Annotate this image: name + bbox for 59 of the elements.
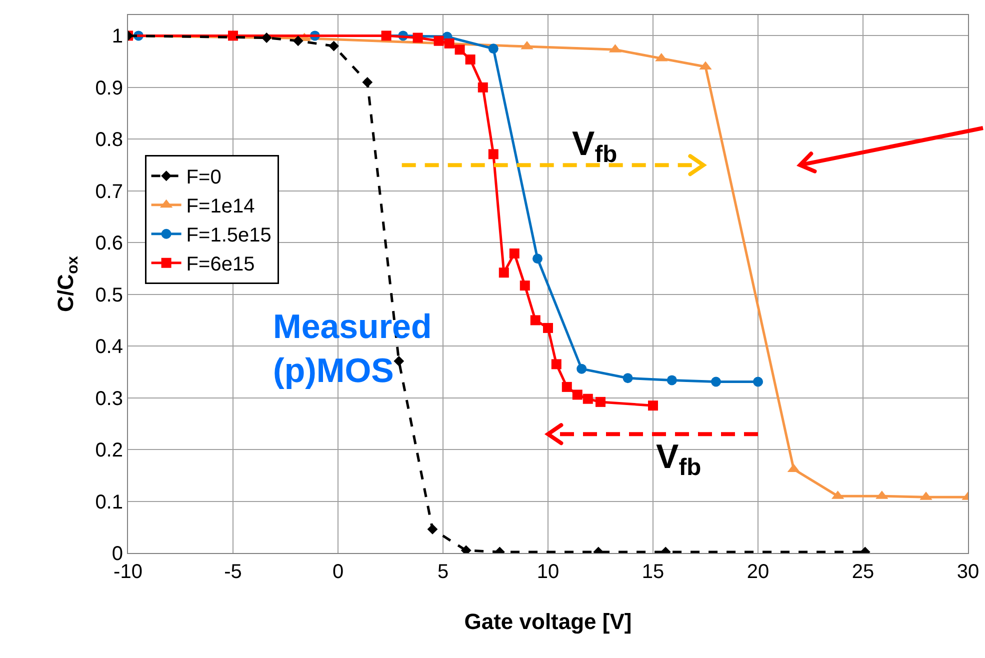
point: [412, 32, 423, 43]
point: [520, 280, 530, 291]
x-tick-label: 25: [852, 561, 874, 583]
y-tick-label: 0.6: [95, 232, 123, 255]
point: [328, 40, 339, 52]
point: [228, 30, 238, 41]
point: [648, 400, 658, 411]
y-tick-label: 0.4: [95, 336, 123, 358]
point: [488, 44, 498, 54]
point: [394, 356, 404, 366]
point: [362, 77, 373, 88]
x-tick-label: -5: [224, 561, 242, 583]
x-tick-label: 20: [746, 561, 770, 583]
point: [509, 248, 520, 258]
point: [478, 82, 488, 92]
point: [551, 359, 562, 370]
annotation: V$_{fb}$: [656, 438, 702, 482]
point: [582, 394, 593, 404]
point: [261, 32, 272, 43]
legend-label: F=6e15: [186, 254, 255, 276]
legend-label: F=1e14: [186, 196, 255, 218]
point: [498, 268, 509, 278]
point: [530, 315, 540, 326]
point: [596, 396, 606, 407]
y-tick-label: 0.3: [95, 388, 123, 410]
y-tick-label: 0.1: [95, 491, 123, 514]
legend-label: F=1.5e15: [186, 224, 272, 247]
point: [543, 322, 553, 333]
point: [666, 375, 677, 386]
point: [465, 54, 476, 64]
y-tick-label: 0.9: [95, 77, 123, 100]
point: [532, 254, 542, 264]
point: [292, 36, 304, 46]
x-tick-label: 30: [956, 561, 980, 583]
legend-label: F=0: [186, 166, 222, 189]
x-tick-label: 10: [536, 561, 560, 583]
point: [576, 364, 587, 374]
point: [454, 44, 465, 55]
point: [622, 373, 633, 384]
x-axis-title: Gate voltage [V]: [464, 609, 632, 634]
y-tick-label: 0.8: [95, 129, 123, 152]
y-tick-label: 0.5: [95, 284, 123, 306]
annotation: V$_{fb}$: [572, 125, 618, 168]
point: [381, 30, 392, 41]
point: [753, 376, 763, 387]
point: [572, 390, 582, 400]
x-tick-label: 5: [437, 561, 449, 583]
x-tick-label: 0: [332, 561, 344, 583]
y-tick-label: 1: [112, 26, 123, 48]
point: [434, 36, 444, 46]
annotation: Measured (p)MOS: [273, 308, 432, 390]
point: [488, 149, 498, 160]
y-tick-label: 0.7: [95, 180, 123, 203]
point: [444, 38, 454, 48]
point: [427, 524, 438, 534]
y-tick-label: 0.2: [95, 440, 123, 462]
point: [562, 382, 572, 392]
point: [711, 376, 721, 387]
x-tick-label: 15: [642, 561, 664, 583]
